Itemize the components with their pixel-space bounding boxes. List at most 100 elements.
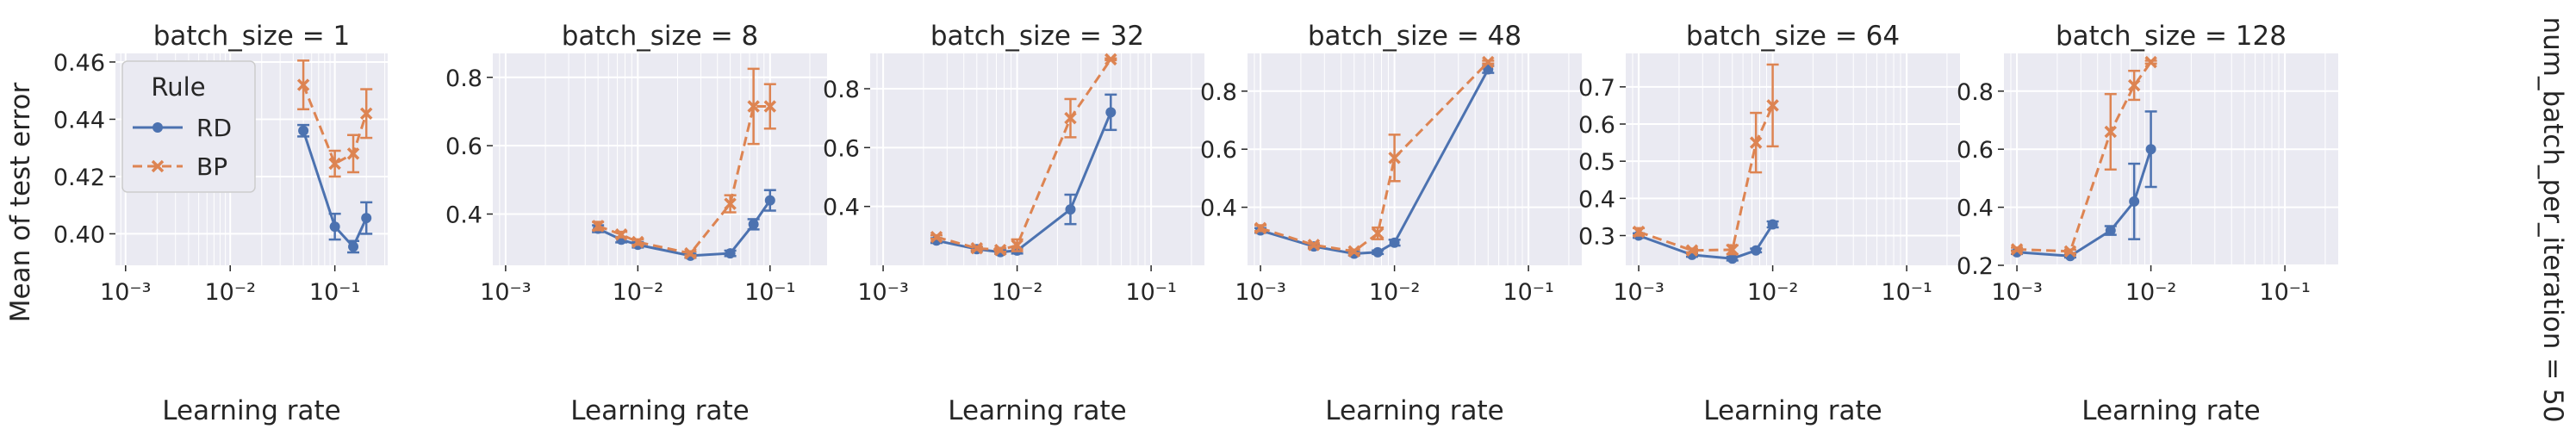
x-tick-label: 10⁻¹	[1881, 279, 1932, 306]
data-point	[1307, 239, 1321, 252]
x-tick-label: 10⁻³	[100, 279, 151, 306]
data-point	[1749, 136, 1763, 149]
tick-labels: 0.4 0.6 0.8 10⁻³ 10⁻² 10⁻¹	[1200, 79, 1554, 306]
tick-labels: 0.40 0.42 0.44 0.46 10⁻³ 10⁻² 10⁻¹	[53, 50, 360, 306]
series-bp	[591, 67, 777, 260]
data-point	[1726, 243, 1739, 257]
y-tick-label: 0.46	[53, 50, 105, 77]
data-point	[764, 195, 775, 206]
legend-label-bp: BP	[196, 152, 227, 181]
y-tick-label: 0.4	[1957, 196, 1994, 222]
data-point	[1727, 253, 1738, 264]
tick-labels: 0.4 0.6 0.8 10⁻³ 10⁻² 10⁻¹	[823, 77, 1177, 306]
x-axis-label: Learning rate	[570, 395, 749, 426]
gridlines	[870, 53, 1204, 265]
panel-title: batch_size = 128	[2056, 21, 2287, 52]
data-point	[1105, 107, 1117, 118]
plot-area	[1626, 53, 1960, 265]
series-line	[302, 130, 368, 250]
data-point	[970, 241, 984, 255]
y-tick-label: 0.6	[1957, 137, 1994, 164]
series-line	[1260, 61, 1490, 253]
data-point	[1767, 219, 1778, 230]
data-point	[1388, 152, 1401, 165]
tick-labels: 0.3 0.4 0.5 0.6 0.7 10⁻³ 10⁻² 10⁻¹	[1578, 75, 1932, 306]
data-point	[1254, 221, 1267, 235]
y-tick-label: 0.6	[1578, 112, 1615, 139]
x-tick-label: 10⁻³	[480, 279, 531, 306]
data-point	[2144, 55, 2157, 69]
data-point	[1372, 246, 1384, 258]
x-axis-label: Learning rate	[162, 395, 340, 426]
series-bp	[930, 53, 1117, 257]
data-point	[632, 235, 644, 249]
series-bp	[2010, 55, 2157, 258]
row-label: num_batch_per_iteration = 50	[2537, 16, 2568, 422]
y-axis-label: Mean of test error	[5, 83, 36, 323]
y-tick-label: 0.8	[823, 77, 860, 103]
y-tick-label: 0.8	[1200, 79, 1237, 106]
tick-labels: 0.2 0.4 0.6 0.8 10⁻³ 10⁻² 10⁻¹	[1957, 79, 2311, 306]
x-tick-label: 10⁻²	[1747, 279, 1798, 306]
y-tick-label: 0.40	[53, 221, 105, 248]
series-bp	[296, 59, 373, 178]
data-point	[1064, 111, 1077, 125]
x-tick-label: 10⁻¹	[2259, 279, 2310, 306]
x-tick-label: 10⁻¹	[309, 279, 360, 306]
data-point	[763, 100, 777, 113]
data-point	[2105, 225, 2116, 236]
panel-title: batch_size = 48	[1308, 21, 1521, 52]
y-tick-label: 0.6	[445, 134, 482, 160]
data-point	[2010, 243, 2024, 256]
legend-box	[121, 60, 256, 193]
panel-title: batch_size = 1	[153, 21, 351, 52]
data-point	[1065, 204, 1076, 215]
data-point	[1371, 227, 1384, 240]
series-line	[1260, 68, 1490, 256]
y-tick-label: 0.4	[1578, 186, 1615, 213]
gridlines	[1248, 53, 1582, 265]
panel-4: 0.4 0.6 0.8 10⁻³ 10⁻² 10⁻¹ batch_size = 48 Lear…	[1200, 21, 1582, 426]
data-point	[614, 228, 628, 241]
y-tick-label: 0.5	[1578, 149, 1615, 176]
y-tick-label: 0.3	[1578, 223, 1615, 250]
x-tick-label: 10⁻¹	[1125, 279, 1176, 306]
data-point	[930, 230, 943, 244]
legend-marker-rd	[152, 122, 163, 133]
data-point	[2127, 78, 2141, 92]
plot-area	[1248, 53, 1582, 265]
plot-area	[2004, 53, 2338, 265]
data-point	[1751, 245, 1762, 256]
data-point	[329, 221, 340, 233]
y-tick-label: 0.42	[53, 165, 105, 191]
data-point	[1482, 55, 1495, 69]
data-point	[1104, 53, 1117, 66]
x-tick-label: 10⁻³	[857, 279, 908, 306]
series-line	[936, 58, 1112, 252]
data-point	[724, 197, 737, 210]
y-tick-label: 0.44	[53, 107, 105, 134]
y-tick-label: 0.6	[823, 135, 860, 162]
y-tick-label: 0.7	[1578, 75, 1615, 102]
data-point	[2104, 125, 2118, 139]
x-tick-label: 10⁻¹	[744, 279, 795, 306]
x-tick-label: 10⁻³	[1613, 279, 1664, 306]
gridlines	[1626, 53, 1960, 265]
data-point	[359, 107, 373, 121]
data-point	[591, 220, 605, 233]
legend: Rule RD BP	[121, 60, 256, 193]
x-tick-label: 10⁻³	[1235, 279, 1285, 306]
panel-6: 0.2 0.4 0.6 0.8 10⁻³ 10⁻² 10⁻¹ batch_size = 128…	[1957, 21, 2338, 426]
x-tick-label: 10⁻²	[992, 279, 1042, 306]
y-tick-label: 0.8	[445, 65, 482, 92]
y-tick-label: 0.6	[1200, 137, 1237, 164]
series-rd	[297, 123, 373, 254]
data-point	[1632, 225, 1646, 239]
y-tick-label: 0.4	[445, 202, 482, 228]
x-tick-label: 10⁻²	[1369, 279, 1420, 306]
panels: 0.40 0.42 0.44 0.46 10⁻³ 10⁻² 10⁻¹ batch_size =…	[53, 21, 2338, 426]
data-point	[298, 125, 309, 136]
series-bp	[1254, 55, 1495, 258]
y-tick-label: 0.2	[1957, 253, 1994, 280]
data-point	[1389, 237, 1400, 248]
